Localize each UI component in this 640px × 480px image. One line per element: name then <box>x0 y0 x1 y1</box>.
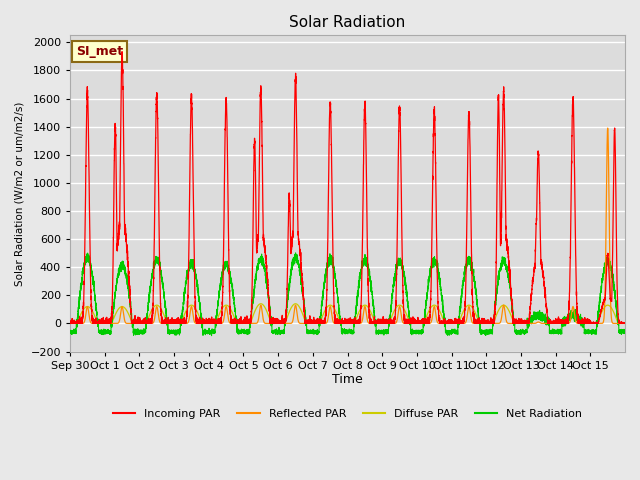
Diffuse PAR <box>395 302 403 308</box>
Reflected PAR <box>267 321 275 326</box>
Diffuse PAR <box>257 301 264 307</box>
Net Radiation <box>419 328 427 334</box>
Incoming PAR <box>67 320 74 325</box>
Incoming PAR <box>94 321 102 326</box>
Reflected PAR <box>67 321 74 326</box>
Incoming PAR <box>621 321 629 326</box>
Text: SI_met: SI_met <box>76 45 123 58</box>
Line: Diffuse PAR: Diffuse PAR <box>70 304 625 324</box>
Title: Solar Radiation: Solar Radiation <box>289 15 406 30</box>
Net Radiation <box>268 318 275 324</box>
Incoming PAR <box>508 292 515 298</box>
Incoming PAR <box>118 49 126 55</box>
Incoming PAR <box>395 136 403 142</box>
Diffuse PAR <box>508 313 515 319</box>
Net Radiation <box>94 321 102 326</box>
Reflected PAR <box>477 321 485 326</box>
Reflected PAR <box>508 321 515 326</box>
Line: Net Radiation: Net Radiation <box>70 253 625 336</box>
Incoming PAR <box>67 321 74 326</box>
Net Radiation <box>395 257 403 263</box>
Reflected PAR <box>395 309 403 314</box>
Incoming PAR <box>478 321 486 326</box>
Diffuse PAR <box>268 320 275 326</box>
Reflected PAR <box>621 321 629 326</box>
Incoming PAR <box>268 318 275 324</box>
Y-axis label: Solar Radiation (W/m2 or um/m2/s): Solar Radiation (W/m2 or um/m2/s) <box>15 101 25 286</box>
Net Radiation <box>621 329 629 335</box>
X-axis label: Time: Time <box>332 373 363 386</box>
Line: Incoming PAR: Incoming PAR <box>70 52 625 324</box>
Diffuse PAR <box>67 321 74 326</box>
Diffuse PAR <box>477 321 485 326</box>
Net Radiation <box>508 295 515 300</box>
Reflected PAR <box>94 321 102 326</box>
Diffuse PAR <box>94 321 102 326</box>
Reflected PAR <box>419 321 426 326</box>
Legend: Incoming PAR, Reflected PAR, Diffuse PAR, Net Radiation: Incoming PAR, Reflected PAR, Diffuse PAR… <box>109 405 586 423</box>
Net Radiation <box>478 329 486 335</box>
Diffuse PAR <box>419 321 426 326</box>
Net Radiation <box>208 333 216 338</box>
Reflected PAR <box>604 125 612 131</box>
Net Radiation <box>292 250 300 256</box>
Incoming PAR <box>419 318 427 324</box>
Net Radiation <box>67 329 74 335</box>
Line: Reflected PAR: Reflected PAR <box>70 128 625 324</box>
Diffuse PAR <box>621 321 629 326</box>
